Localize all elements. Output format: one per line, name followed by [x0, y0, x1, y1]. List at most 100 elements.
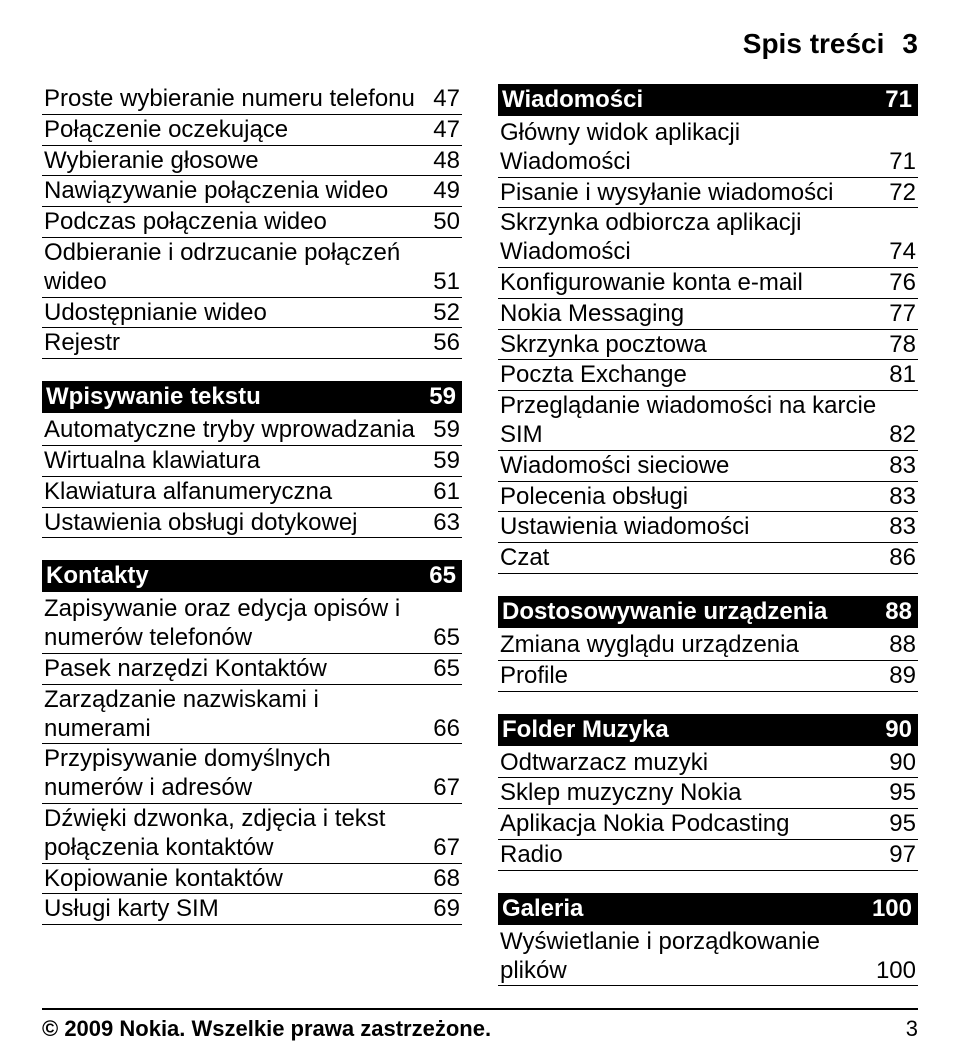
toc-row-label: Nawiązywanie połączenia wideo	[44, 177, 427, 206]
toc-row-page: 48	[427, 147, 460, 176]
toc-row: Klawiatura alfanumeryczna61	[42, 477, 462, 508]
footer-page-number: 3	[906, 1016, 918, 1042]
toc-row-label: Pasek narzędzi Kontaktów	[44, 655, 427, 684]
section-heading-label: Folder Muzyka	[502, 716, 669, 744]
toc-row: Zarządzanie nazwiskami i numerami66	[42, 685, 462, 745]
header-title: Spis treści	[743, 28, 885, 60]
toc-row-page: 65	[427, 655, 460, 684]
copyright-text: © 2009 Nokia. Wszelkie prawa zastrzeżone…	[42, 1016, 491, 1042]
toc-row: Profile89	[498, 661, 918, 692]
toc-row-page: 86	[883, 544, 916, 573]
toc-row-page: 69	[427, 895, 460, 924]
toc-row-page: 77	[883, 300, 916, 329]
toc-row-label: Radio	[500, 841, 883, 870]
section-heading-label: Galeria	[502, 895, 583, 923]
toc-columns: Proste wybieranie numeru telefonu47Połąc…	[42, 84, 918, 986]
toc-row-page: 71	[883, 148, 916, 177]
toc-row-label: Skrzynka pocztowa	[500, 331, 883, 360]
header-page-number: 3	[902, 28, 918, 60]
toc-row-label: Zmiana wyglądu urządzenia	[500, 631, 883, 660]
toc-row: Pasek narzędzi Kontaktów65	[42, 654, 462, 685]
toc-row-label: Pisanie i wysyłanie wiadomości	[500, 179, 883, 208]
toc-row-page: 52	[427, 299, 460, 328]
toc-row: Udostępnianie wideo52	[42, 298, 462, 329]
section-heading-label: Wiadomości	[502, 86, 643, 114]
toc-row-page: 95	[883, 810, 916, 839]
toc-row-page: 59	[427, 447, 460, 476]
toc-row: Przypisywanie domyślnych numerów i adres…	[42, 744, 462, 804]
section-heading: Folder Muzyka90	[498, 714, 918, 746]
toc-row: Wybieranie głosowe48	[42, 146, 462, 177]
toc-row: Główny widok aplikacji Wiadomości71	[498, 118, 918, 178]
section-heading-page: 71	[885, 86, 912, 114]
section-heading-page: 100	[872, 895, 912, 923]
toc-row: Proste wybieranie numeru telefonu47	[42, 84, 462, 115]
toc-row-label: Usługi karty SIM	[44, 895, 427, 924]
toc-row: Zapisywanie oraz edycja opisów i numerów…	[42, 594, 462, 654]
toc-row-label: Ustawienia wiadomości	[500, 513, 883, 542]
toc-row: Skrzynka pocztowa78	[498, 330, 918, 361]
toc-row-page: 90	[883, 749, 916, 778]
toc-row-page: 83	[883, 452, 916, 481]
toc-row-label: Automatyczne tryby wprowadzania	[44, 416, 427, 445]
toc-row-page: 95	[883, 779, 916, 808]
toc-row: Pisanie i wysyłanie wiadomości72	[498, 178, 918, 209]
toc-row-page: 72	[883, 179, 916, 208]
toc-row: Nawiązywanie połączenia wideo49	[42, 176, 462, 207]
toc-row: Dźwięki dzwonka, zdjęcia i tekst połącze…	[42, 804, 462, 864]
toc-row: Ustawienia obsługi dotykowej63	[42, 508, 462, 539]
toc-row-label: Podczas połączenia wideo	[44, 208, 427, 237]
section-heading: Galeria 100	[498, 893, 918, 925]
toc-row: Poczta Exchange81	[498, 360, 918, 391]
toc-row-page: 47	[427, 116, 460, 145]
toc-row-page: 65	[427, 624, 460, 653]
toc-row-label: Aplikacja Nokia Podcasting	[500, 810, 883, 839]
toc-row-page: 83	[883, 513, 916, 542]
section-heading-page: 65	[429, 562, 456, 590]
toc-row-label: Dźwięki dzwonka, zdjęcia i tekst połącze…	[44, 805, 427, 863]
toc-row: Wirtualna klawiatura59	[42, 446, 462, 477]
toc-row: Odtwarzacz muzyki90	[498, 748, 918, 779]
toc-row-label: Polecenia obsługi	[500, 483, 883, 512]
toc-row-label: Odtwarzacz muzyki	[500, 749, 883, 778]
column-left: Proste wybieranie numeru telefonu47Połąc…	[42, 84, 462, 986]
toc-row-label: Wirtualna klawiatura	[44, 447, 427, 476]
toc-row-page: 74	[883, 238, 916, 267]
toc-row: Czat86	[498, 543, 918, 574]
toc-row-page: 78	[883, 331, 916, 360]
toc-row: Kopiowanie kontaktów68	[42, 864, 462, 895]
toc-row-label: Profile	[500, 662, 883, 691]
toc-row-label: Ustawienia obsługi dotykowej	[44, 509, 427, 538]
toc-row-page: 100	[870, 957, 916, 986]
section-heading: Wiadomości 71	[498, 84, 918, 116]
toc-row-page: 67	[427, 834, 460, 863]
toc-row-page: 82	[883, 421, 916, 450]
toc-row-label: Wyświetlanie i porządkowanie plików	[500, 928, 870, 986]
column-right: Wiadomości71Główny widok aplikacji Wiado…	[498, 84, 918, 986]
toc-row-page: 56	[427, 329, 460, 358]
toc-row-label: Skrzynka odbiorcza aplikacji Wiadomości	[500, 209, 883, 267]
section-heading-label: Dostosowywanie urządzenia	[502, 598, 827, 626]
toc-row-page: 61	[427, 478, 460, 507]
toc-row-label: Wiadomości sieciowe	[500, 452, 883, 481]
toc-row: Ustawienia wiadomości83	[498, 512, 918, 543]
toc-row-label: Główny widok aplikacji Wiadomości	[500, 119, 883, 177]
toc-row-page: 47	[427, 85, 460, 114]
toc-row-page: 50	[427, 208, 460, 237]
toc-row-label: Przypisywanie domyślnych numerów i adres…	[44, 745, 427, 803]
page-footer: © 2009 Nokia. Wszelkie prawa zastrzeżone…	[42, 1008, 918, 1042]
toc-row-label: Udostępnianie wideo	[44, 299, 427, 328]
toc-row: Podczas połączenia wideo50	[42, 207, 462, 238]
toc-row: Przeglądanie wiadomości na karcie SIM82	[498, 391, 918, 451]
toc-row-label: Sklep muzyczny Nokia	[500, 779, 883, 808]
toc-row: Wiadomości sieciowe83	[498, 451, 918, 482]
toc-row-page: 89	[883, 662, 916, 691]
toc-row: Sklep muzyczny Nokia95	[498, 778, 918, 809]
section-heading: Wpisywanie tekstu59	[42, 381, 462, 413]
toc-row-label: Klawiatura alfanumeryczna	[44, 478, 427, 507]
toc-row-page: 76	[883, 269, 916, 298]
toc-row-page: 49	[427, 177, 460, 206]
toc-row: Nokia Messaging77	[498, 299, 918, 330]
section-heading-page: 88	[885, 598, 912, 626]
toc-row: Konfigurowanie konta e-mail76	[498, 268, 918, 299]
